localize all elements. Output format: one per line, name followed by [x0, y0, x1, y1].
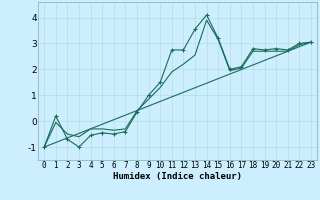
X-axis label: Humidex (Indice chaleur): Humidex (Indice chaleur): [113, 172, 242, 181]
